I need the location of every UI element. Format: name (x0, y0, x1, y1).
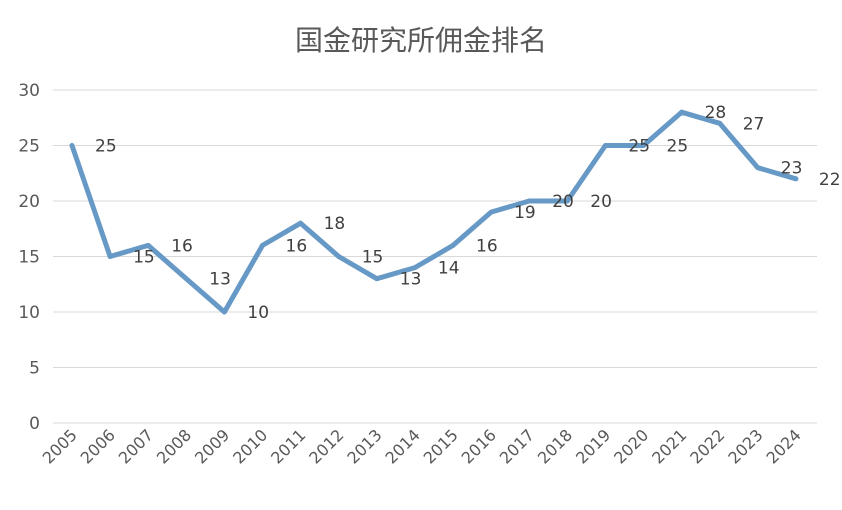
data-point (755, 165, 761, 171)
x-tick-label: 2013 (343, 425, 385, 467)
x-tick-label: 2008 (153, 425, 195, 467)
data-point (222, 309, 227, 315)
data-label: 16 (171, 236, 193, 256)
data-point (526, 198, 532, 204)
data-label: 25 (628, 137, 650, 157)
x-tick-label: 2017 (496, 425, 538, 467)
y-tick-label: 20 (18, 192, 40, 212)
data-point (145, 243, 151, 248)
data-point (564, 198, 570, 204)
data-label: 15 (362, 248, 384, 268)
y-axis-ticks: 0 5 10 15 20 25 30 (18, 81, 40, 434)
y-tick-label: 15 (18, 248, 40, 268)
data-point (107, 254, 113, 259)
x-tick-label: 2023 (724, 425, 766, 467)
x-tick-label: 2010 (229, 425, 271, 467)
data-label: 16 (476, 236, 498, 256)
data-labels: 25 15 16 13 10 16 18 15 13 14 16 19 20 20 25 25 28 27 23 22 (95, 103, 841, 323)
x-tick-label: 2007 (115, 425, 157, 467)
x-tick-label: 2019 (572, 425, 614, 467)
data-label: 28 (705, 103, 727, 123)
data-point (69, 143, 75, 148)
data-point (717, 120, 723, 126)
data-label: 13 (400, 270, 422, 290)
data-point (374, 276, 380, 282)
x-tick-label: 2018 (534, 425, 576, 467)
data-point (450, 243, 456, 248)
data-point (298, 220, 303, 226)
data-label: 23 (781, 159, 803, 179)
x-tick-label: 2011 (267, 425, 309, 467)
data-label: 15 (133, 248, 155, 268)
y-tick-label: 5 (29, 359, 40, 379)
data-label: 20 (552, 192, 574, 212)
y-tick-label: 0 (29, 414, 40, 434)
x-tick-label: 2021 (648, 425, 690, 467)
data-label: 20 (590, 192, 612, 212)
data-point (488, 209, 494, 215)
data-point (603, 143, 608, 148)
x-tick-label: 2009 (191, 425, 233, 467)
x-axis-ticks: 2005200620072008200920102011201220132014… (39, 425, 805, 467)
data-point (793, 176, 799, 182)
data-label: 18 (324, 214, 346, 234)
chart-title: 国金研究所佣金排名 (295, 24, 547, 57)
data-label: 25 (95, 137, 117, 157)
data-label: 10 (247, 303, 269, 323)
x-tick-label: 2022 (686, 425, 728, 467)
data-point (260, 243, 265, 248)
x-tick-label: 2012 (305, 425, 347, 467)
data-point (336, 254, 342, 259)
y-tick-label: 10 (18, 303, 40, 323)
data-point (412, 265, 418, 270)
x-tick-label: 2024 (763, 425, 805, 467)
data-label: 19 (514, 203, 536, 223)
data-label: 27 (743, 114, 765, 134)
x-tick-label: 2005 (39, 425, 81, 467)
gridlines (53, 89, 817, 424)
y-tick-label: 30 (18, 81, 40, 101)
data-point (183, 276, 189, 282)
series-line (69, 109, 799, 315)
series-layer (69, 109, 799, 315)
data-label: 25 (667, 137, 689, 157)
x-tick-label: 2020 (610, 425, 652, 467)
data-label: 22 (819, 170, 841, 190)
data-label: 16 (286, 236, 308, 256)
data-point (679, 109, 684, 115)
data-point (641, 143, 646, 148)
data-label: 13 (209, 270, 231, 290)
x-tick-label: 2016 (458, 425, 500, 467)
y-tick-label: 25 (18, 137, 40, 157)
x-tick-label: 2006 (77, 425, 119, 467)
data-label: 14 (438, 259, 460, 279)
x-tick-label: 2014 (382, 425, 424, 467)
x-tick-label: 2015 (420, 425, 462, 467)
